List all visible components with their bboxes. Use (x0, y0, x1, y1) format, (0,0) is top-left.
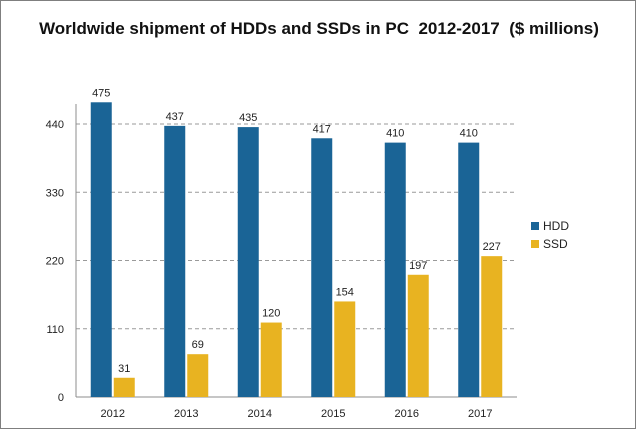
data-label-ssd-2014: 120 (262, 308, 280, 320)
data-label-hdd-2017: 410 (460, 128, 478, 140)
data-label-hdd-2015: 417 (313, 123, 331, 135)
data-label-ssd-2012: 31 (118, 363, 130, 375)
y-tick-label-0: 0 (58, 392, 64, 404)
bar-hdd-2015 (311, 138, 333, 398)
bar-ssd-2012 (113, 377, 135, 397)
y-tick-label-110: 110 (46, 324, 64, 336)
y-tick-label-330: 330 (46, 187, 64, 199)
bar-ssd-2016 (407, 274, 429, 397)
bar-hdd-2016 (384, 142, 406, 397)
legend-label-ssd: SSD (543, 237, 568, 251)
data-label-ssd-2013: 69 (192, 339, 204, 351)
bar-ssd-2017 (481, 256, 503, 397)
y-tick-label-220: 220 (46, 256, 64, 268)
data-label-hdd-2013: 437 (166, 111, 184, 123)
data-label-ssd-2015: 154 (336, 286, 354, 298)
data-label-hdd-2012: 475 (92, 87, 110, 99)
legend-swatch-ssd (531, 240, 539, 248)
y-tick-label-440: 440 (46, 119, 64, 131)
bar-ssd-2013 (187, 354, 209, 397)
chart-title: Worldwide shipment of HDDs and SSDs in P… (39, 19, 599, 38)
x-tick-label-2017: 2017 (468, 408, 492, 420)
x-tick-label-2015: 2015 (321, 408, 345, 420)
bar-hdd-2013 (164, 125, 186, 398)
x-tick-label-2012: 2012 (101, 408, 125, 420)
data-label-ssd-2017: 227 (483, 241, 501, 253)
bar-hdd-2017 (458, 142, 480, 397)
x-tick-label-2016: 2016 (395, 408, 419, 420)
bar-ssd-2015 (334, 301, 356, 397)
x-tick-label-2014: 2014 (248, 408, 272, 420)
bar-hdd-2014 (237, 127, 259, 398)
legend-label-hdd: HDD (543, 219, 569, 233)
data-label-hdd-2014: 435 (239, 112, 257, 124)
x-tick-label-2013: 2013 (174, 408, 198, 420)
bar-ssd-2014 (260, 322, 282, 397)
bar-hdd-2012 (90, 102, 112, 397)
legend-swatch-hdd (531, 222, 539, 230)
data-label-hdd-2016: 410 (386, 128, 404, 140)
data-label-ssd-2016: 197 (409, 260, 427, 272)
